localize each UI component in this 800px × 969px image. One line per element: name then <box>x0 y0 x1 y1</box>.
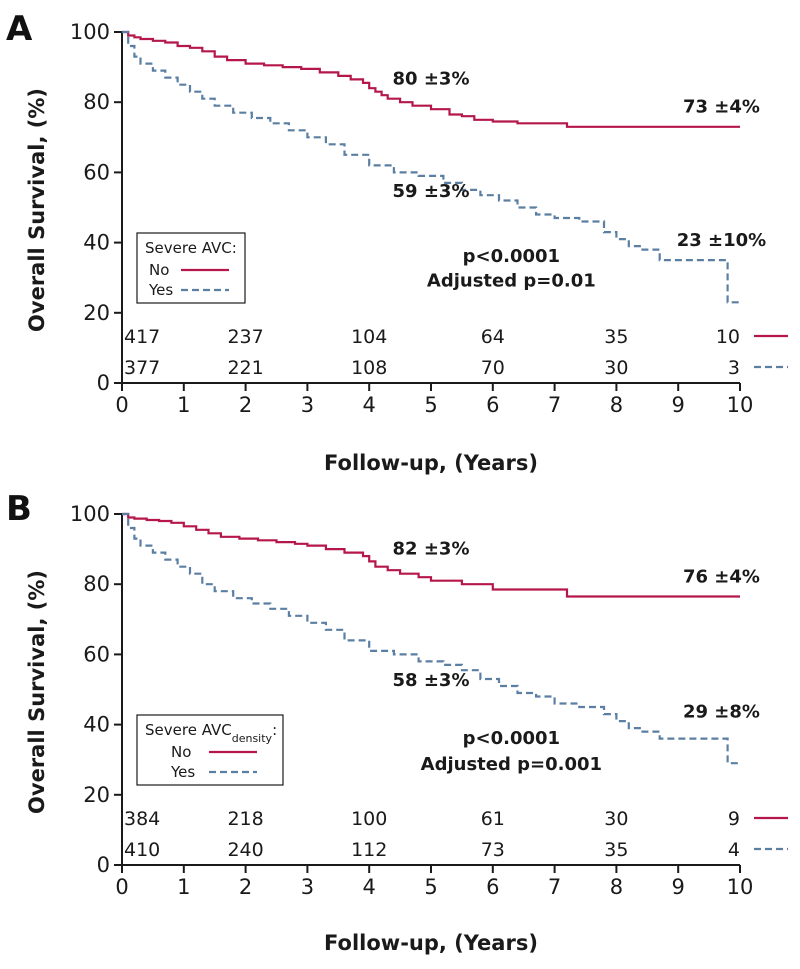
annotation-label: 82 ±3% <box>393 538 470 559</box>
at-risk-yes: 35 <box>604 839 628 861</box>
series-line-yes <box>122 30 740 304</box>
x-axis-title: Follow-up, (Years) <box>324 931 538 955</box>
annotation-label: 59 ±3% <box>393 181 470 202</box>
x-tick-label: 4 <box>363 393 376 417</box>
x-tick-label: 3 <box>301 393 314 417</box>
at-risk-no: 30 <box>604 808 628 830</box>
legend: Severe AVC: No Yes <box>136 232 246 304</box>
x-tick-label: 8 <box>610 393 623 417</box>
annotation-label: 23 ±10% <box>677 230 766 251</box>
at-risk-yes: 410 <box>124 839 160 861</box>
x-tick-label: 7 <box>548 875 561 899</box>
x-tick-label: 6 <box>486 393 499 417</box>
at-risk-no: 384 <box>124 808 160 830</box>
y-tick-label: 100 <box>70 502 110 526</box>
y-tick-label: 60 <box>83 642 110 666</box>
legend-label-no: No <box>171 743 191 761</box>
annotation-label: p<0.0001 <box>463 728 560 749</box>
y-tick-label: 0 <box>97 853 110 877</box>
annotation-label: Adjusted p=0.01 <box>427 270 596 291</box>
annotation-label: 76 ±4% <box>683 566 760 587</box>
at-risk-yes: 377 <box>124 357 160 379</box>
legend-label-yes: Yes <box>148 281 173 299</box>
legend: Severe AVCdensity:No Yes <box>136 714 284 786</box>
panel-letter: B <box>6 489 32 529</box>
legend-label-no: No <box>149 261 169 279</box>
at-risk-yes: 30 <box>604 357 628 379</box>
at-risk-no: 64 <box>481 326 505 348</box>
annotation-label: 29 ±8% <box>683 702 760 723</box>
legend-title: Severe AVCdensity: <box>145 721 277 745</box>
y-tick-label: 0 <box>97 371 110 395</box>
series-line-yes <box>122 512 740 765</box>
x-tick-label: 0 <box>115 875 128 899</box>
x-tick-label: 10 <box>727 393 754 417</box>
x-tick-label: 9 <box>672 875 685 899</box>
at-risk-no: 218 <box>227 808 263 830</box>
y-tick-label: 80 <box>83 90 110 114</box>
at-risk-no: 100 <box>351 808 387 830</box>
y-tick-label: 60 <box>83 160 110 184</box>
legend-box <box>136 232 246 304</box>
x-tick-label: 9 <box>672 393 685 417</box>
x-tick-label: 4 <box>363 875 376 899</box>
at-risk-no: 35 <box>604 326 628 348</box>
at-risk-yes: 4 <box>728 839 740 861</box>
y-axis-title: Overall Survival, (%) <box>25 570 49 814</box>
x-tick-label: 5 <box>424 393 437 417</box>
at-risk-no: 417 <box>124 326 160 348</box>
y-tick-label: 40 <box>83 713 110 737</box>
x-tick-label: 10 <box>727 875 754 899</box>
annotation-label: p<0.0001 <box>463 246 560 267</box>
legend-label-yes: Yes <box>170 763 195 781</box>
at-risk-yes: 240 <box>227 839 263 861</box>
legend-box <box>136 714 284 786</box>
x-tick-label: 2 <box>239 393 252 417</box>
y-tick-label: 20 <box>83 301 110 325</box>
y-tick-label: 100 <box>70 20 110 44</box>
x-tick-label: 5 <box>424 875 437 899</box>
at-risk-yes: 108 <box>351 357 387 379</box>
annotation-label: Adjusted p=0.001 <box>421 754 602 775</box>
x-tick-label: 8 <box>610 875 623 899</box>
x-tick-label: 1 <box>177 875 190 899</box>
at-risk-no: 9 <box>728 808 740 830</box>
at-risk-no: 104 <box>351 326 387 348</box>
x-tick-label: 2 <box>239 875 252 899</box>
at-risk-yes: 3 <box>728 357 740 379</box>
x-axis-title: Follow-up, (Years) <box>324 451 538 475</box>
series-line-no <box>122 512 740 598</box>
at-risk-no: 61 <box>481 808 505 830</box>
at-risk-yes: 112 <box>351 839 387 861</box>
x-tick-label: 3 <box>301 875 314 899</box>
legend-title: Severe AVC: <box>145 239 237 257</box>
x-tick-label: 6 <box>486 875 499 899</box>
annotation-label: 80 ±3% <box>393 69 470 90</box>
x-tick-label: 1 <box>177 393 190 417</box>
panel-a: A 0 20 40 60 80 100 0 1 2 3 4 5 6 7 8 9 10 Follow-up, (Yea… <box>6 9 788 475</box>
panel-letter: A <box>6 9 33 49</box>
at-risk-yes: 73 <box>481 839 505 861</box>
x-tick-label: 7 <box>548 393 561 417</box>
series-line-no <box>122 30 740 128</box>
annotation-label: 73 ±4% <box>683 97 760 118</box>
x-tick-label: 0 <box>115 393 128 417</box>
at-risk-yes: 221 <box>227 357 263 379</box>
at-risk-no: 237 <box>227 326 263 348</box>
at-risk-no: 10 <box>716 326 740 348</box>
y-tick-label: 40 <box>83 231 110 255</box>
at-risk-yes: 70 <box>481 357 505 379</box>
y-tick-label: 20 <box>83 783 110 807</box>
y-axis-title: Overall Survival, (%) <box>25 88 49 332</box>
panel-b: B 0 20 40 60 80 100 0 1 2 3 4 5 6 7 8 9 10 Follow-up, (Yea… <box>6 489 788 955</box>
annotation-label: 58 ±3% <box>393 670 470 691</box>
y-tick-label: 80 <box>83 572 110 596</box>
